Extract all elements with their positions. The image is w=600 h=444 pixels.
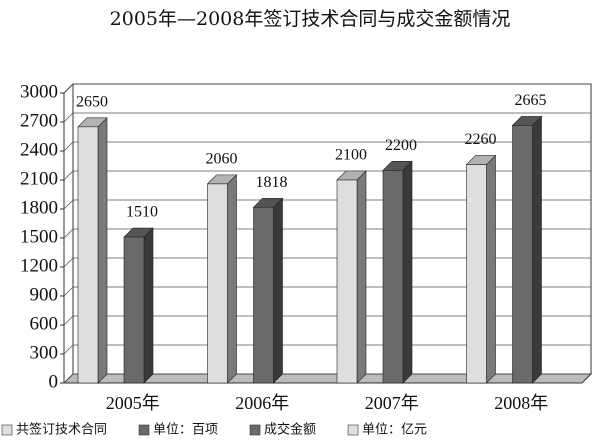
y-tick-label: 3000 — [20, 81, 58, 102]
legend-swatch — [138, 424, 150, 436]
bar-side — [143, 227, 154, 384]
bar — [253, 206, 274, 384]
legend-label: 共签订技术合同 — [16, 422, 107, 438]
grid-line — [63, 315, 591, 326]
legend-swatch — [347, 424, 359, 436]
grid-line — [63, 141, 591, 152]
bar-side — [356, 170, 367, 384]
bar-side — [486, 154, 496, 384]
bar-side — [402, 160, 413, 384]
legend-label: 单位：百项 — [153, 423, 218, 438]
y-tick-label: 2100 — [20, 168, 58, 189]
bar-side — [273, 197, 283, 384]
y-tick-label: 1500 — [20, 226, 58, 247]
grid-line — [63, 112, 591, 123]
x-tick-label: 2008年 — [494, 393, 548, 413]
grid-line — [63, 83, 591, 94]
grid-line — [63, 228, 591, 239]
y-tick-label: 2400 — [20, 139, 58, 160]
bar — [512, 125, 533, 384]
x-tick-label: 2006年 — [235, 393, 289, 413]
value-label: 1818 — [256, 174, 288, 191]
x-tick-label: 2005年 — [106, 393, 160, 413]
bar — [123, 236, 145, 384]
grid-line — [63, 286, 591, 297]
bar — [336, 179, 358, 384]
y-tick-label: 300 — [30, 342, 59, 363]
legend-label: 成交金额 — [264, 422, 316, 438]
bar — [77, 126, 99, 384]
y-tick-label: 1800 — [20, 197, 58, 218]
bar-side — [97, 117, 108, 384]
bar-side — [227, 174, 237, 384]
chart-title: 2005年—2008年签订技术合同与成交金额情况 — [110, 8, 511, 30]
value-label: 1510 — [126, 204, 158, 221]
legend-swatch — [1, 424, 13, 436]
bar-side — [532, 115, 542, 384]
value-label: 2100 — [335, 147, 367, 164]
bar — [207, 183, 228, 384]
y-tick-label: 0 — [49, 371, 59, 392]
legend-swatch — [249, 424, 261, 436]
value-label: 2650 — [76, 94, 108, 111]
value-label: 2060 — [206, 151, 238, 168]
grid-line — [63, 170, 591, 181]
y-tick-label: 1200 — [20, 255, 58, 276]
y-tick-label: 900 — [30, 284, 59, 305]
grid-line — [63, 344, 591, 355]
value-label: 2665 — [515, 92, 547, 109]
value-label: 2200 — [385, 137, 417, 154]
grid-line — [63, 373, 591, 384]
grid-line — [63, 257, 591, 268]
value-label: 2260 — [465, 131, 497, 148]
y-tick-label: 600 — [30, 313, 59, 334]
x-tick-label: 2007年 — [365, 393, 419, 413]
legend-label: 单位：亿元 — [362, 423, 427, 438]
y-tick-label: 2700 — [20, 110, 58, 131]
bar — [466, 164, 487, 384]
bar — [382, 170, 404, 384]
grid-line — [63, 199, 591, 210]
